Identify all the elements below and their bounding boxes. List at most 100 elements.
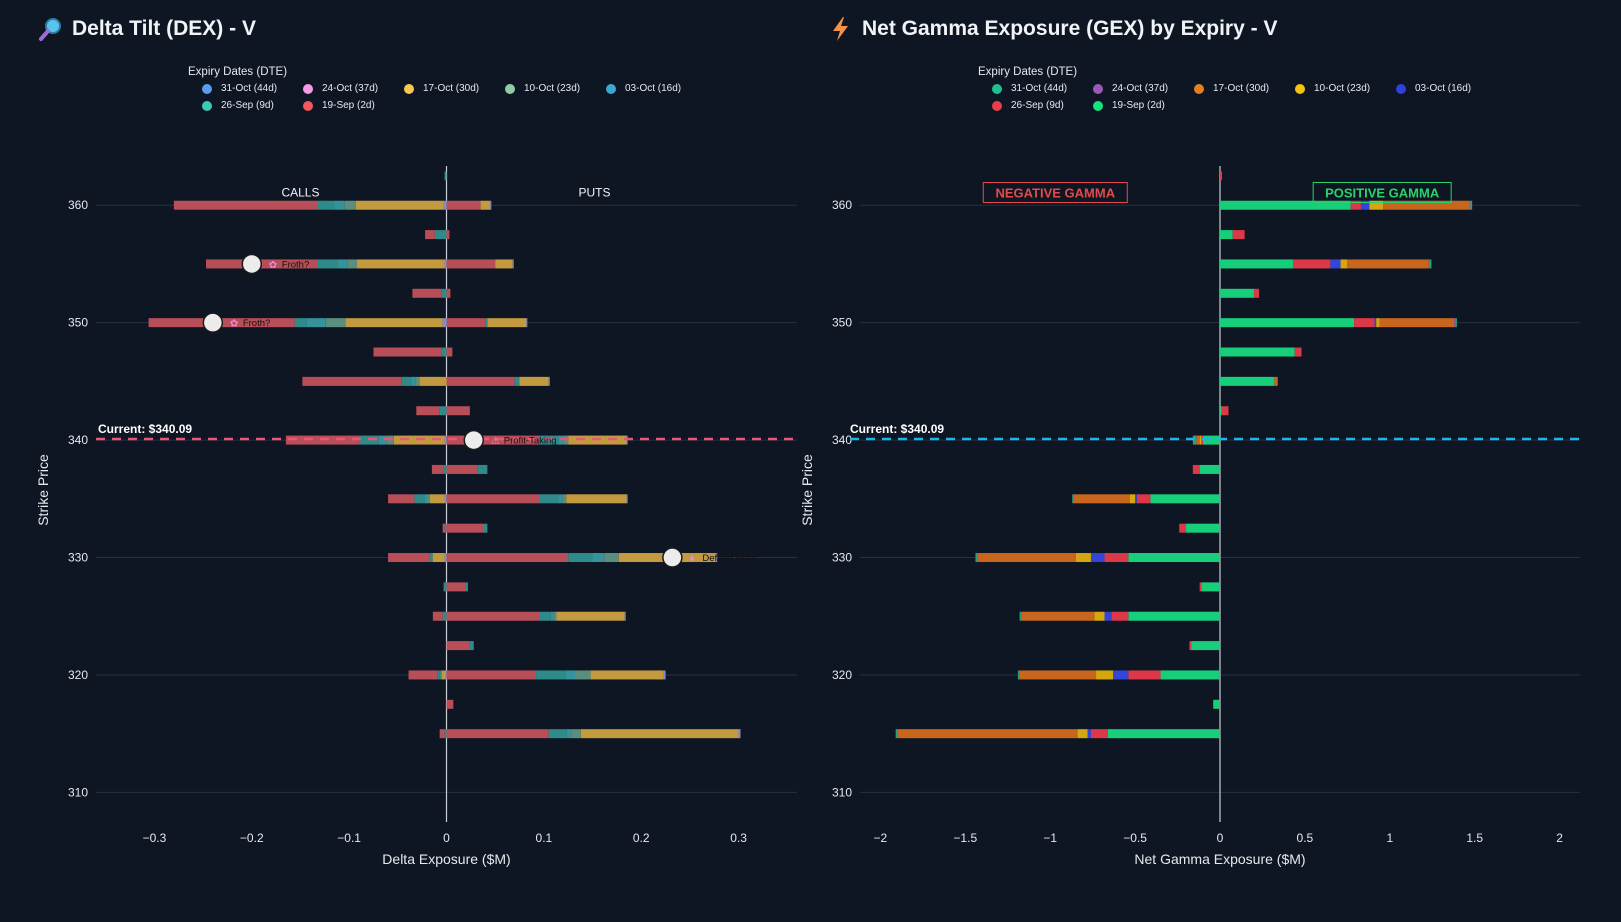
dex-bar [317, 259, 338, 269]
dex-bar [738, 729, 741, 739]
dex-xtick-label: 0 [443, 831, 450, 845]
gex-bar [1376, 318, 1380, 328]
gex-bar [1360, 200, 1370, 210]
gex-y-axis-title: Strike Price [799, 454, 815, 526]
gex-legend-dot [1093, 83, 1103, 94]
gex-ytick-label: 320 [832, 668, 852, 682]
gex-negative-gamma-label: NEGATIVE GAMMA [995, 185, 1115, 200]
dex-bar [526, 318, 528, 328]
gex-legend-item[interactable]: 19-Sep (2d) [1081, 100, 1182, 111]
dex-bar [480, 200, 491, 210]
dex-legend[interactable]: Expiry Dates (DTE) 31-Oct (44d) 24-Oct (3… [188, 66, 790, 111]
dex-bar [571, 729, 581, 739]
dex-legend-item[interactable]: 24-Oct (37d) [291, 83, 392, 94]
dex-legend-item[interactable]: 19-Sep (2d) [291, 100, 392, 111]
gex-bar [1096, 670, 1114, 680]
gex-bar [1150, 494, 1220, 504]
gex-positive-gamma-label: POSITIVE GAMMA [1325, 185, 1440, 200]
gex-legend-label: 19-Sep (2d) [1112, 100, 1165, 111]
dex-legend-item[interactable]: 26-Sep (9d) [190, 100, 291, 111]
gex-xtick-label: 1 [1386, 831, 1393, 845]
dex-bar [566, 729, 572, 739]
dex-bar [373, 347, 442, 357]
gex-legend-dot [1194, 83, 1204, 94]
dex-bar [356, 259, 445, 269]
gex-legend-item[interactable]: 31-Oct (44d) [980, 83, 1081, 94]
gex-bar [1454, 318, 1456, 328]
gex-panel: Net Gamma Exposure (GEX) by Expiry - V E… [790, 0, 1590, 922]
dex-chart: 310 320 330 340 350 360 −0.3 −0.2 −0.1 0 0.1 0.2 0.3… [35, 166, 797, 867]
dex-legend-dot [202, 100, 212, 111]
dex-xtick-label: −0.2 [240, 831, 264, 845]
dex-bar [626, 494, 628, 504]
gex-legend[interactable]: Expiry Dates (DTE) 31-Oct (44d) 24-Oct (3… [978, 66, 1580, 111]
gex-bar [1220, 288, 1254, 298]
dex-bar [663, 670, 666, 680]
dex-bar [325, 318, 346, 328]
dex-legend-item[interactable]: 03-Oct (16d) [594, 83, 695, 94]
dex-bar [446, 670, 537, 680]
gex-bar [1220, 347, 1295, 357]
gex-legend-item[interactable]: 24-Oct (37d) [1081, 83, 1182, 94]
gex-legend-label: 31-Oct (44d) [1011, 83, 1068, 94]
dex-bar [446, 464, 478, 474]
dex-bar [446, 553, 569, 563]
gex-x-axis-title: Net Gamma Exposure ($M) [1134, 851, 1305, 867]
gex-bar [1077, 729, 1088, 739]
dex-ytick-label: 330 [68, 551, 88, 565]
gex-bar [1293, 259, 1331, 269]
gex-bar [1199, 435, 1202, 445]
dex-bar [565, 670, 576, 680]
dex-bar [317, 200, 335, 210]
dex-bar [439, 670, 441, 680]
dex-ytick-label: 320 [68, 668, 88, 682]
gex-bar [1189, 641, 1192, 651]
gex-bar [1104, 553, 1129, 563]
dex-bar [430, 553, 432, 563]
gex-bar [1350, 200, 1361, 210]
dex-bar [443, 464, 447, 474]
gex-xtick-label: 0.5 [1297, 831, 1314, 845]
gex-bar [1469, 200, 1471, 210]
dex-xtick-label: −0.3 [143, 831, 167, 845]
gex-bar [1104, 611, 1112, 621]
dex-marker-label: Froth? [282, 259, 309, 270]
gex-ytick-label: 360 [832, 198, 852, 212]
gex-bar [1340, 259, 1348, 269]
dex-bar [512, 259, 514, 269]
dex-legend-item[interactable]: 17-Oct (30d) [392, 83, 493, 94]
gex-bar [1374, 318, 1377, 328]
gex-bar [1019, 611, 1022, 621]
gex-bar [1253, 288, 1260, 298]
dex-marker-label: Froth? [243, 318, 270, 329]
gex-legend-item[interactable]: 03-Oct (16d) [1384, 83, 1485, 94]
dex-bar [446, 494, 539, 504]
gex-legend-dot [992, 83, 1002, 94]
dex-bar [411, 376, 416, 386]
gex-legend-item[interactable]: 10-Oct (23d) [1283, 83, 1384, 94]
gex-legend-item[interactable]: 17-Oct (30d) [1182, 83, 1283, 94]
dex-bar [432, 611, 443, 621]
dex-marker [202, 312, 224, 333]
dex-bar [427, 494, 430, 504]
dex-bar [355, 200, 444, 210]
dex-bar [419, 376, 447, 386]
dex-ytick-label: 310 [68, 785, 88, 799]
dex-bar [441, 670, 446, 680]
dex-legend-label: 19-Sep (2d) [322, 100, 375, 111]
gex-bar [1135, 494, 1137, 504]
dex-legend-item[interactable]: 10-Oct (23d) [493, 83, 594, 94]
dex-calls-label: CALLS [281, 185, 319, 199]
dex-legend-item[interactable]: 31-Oct (44d) [190, 83, 291, 94]
dex-panel: Delta Tilt (DEX) - V Expiry Dates (DTE) … [0, 0, 800, 922]
dex-marker-label: Profit-Taking [504, 436, 557, 447]
dex-bar [548, 729, 567, 739]
gex-ytick-label: 310 [832, 785, 852, 799]
dex-bar [444, 729, 447, 739]
dex-bar [580, 729, 739, 739]
dex-bar [444, 259, 447, 269]
gex-bar [1274, 376, 1278, 386]
gex-ytick-label: 350 [832, 316, 852, 330]
gex-legend-item[interactable]: 26-Sep (9d) [980, 100, 1081, 111]
gex-legend-label: 26-Sep (9d) [1011, 100, 1064, 111]
